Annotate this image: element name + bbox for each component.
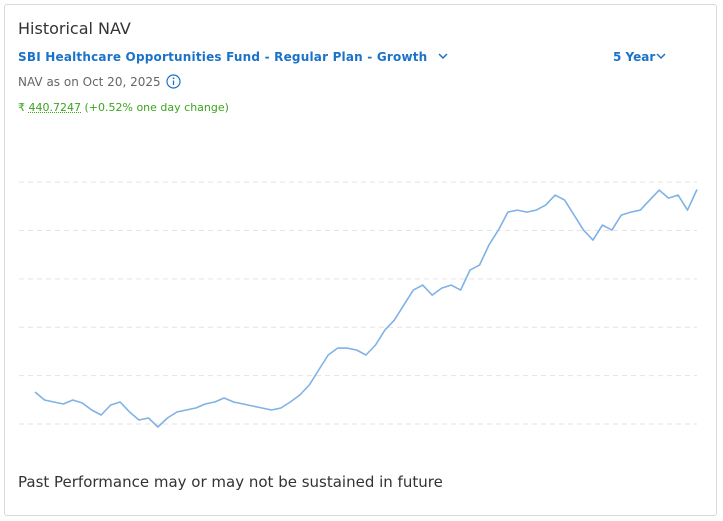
nav-change: (+0.52% one day change) (84, 101, 229, 114)
nav-summary: ₹ 440.7247 (+0.52% one day change) (18, 101, 229, 114)
nav-date: NAV as on Oct 20, 2025 (18, 75, 161, 89)
nav-line (34, 189, 698, 428)
period-label[interactable]: 5 Year (613, 50, 656, 64)
currency: ₹ (18, 101, 25, 114)
disclaimer: Past Performance may or may not be susta… (18, 473, 443, 491)
fund-selector[interactable]: SBI Healthcare Opportunities Fund - Regu… (18, 50, 428, 64)
period-selector[interactable]: 5 Year (613, 50, 667, 64)
period-dropdown-icon[interactable] (655, 51, 667, 61)
fund-dropdown-icon[interactable] (437, 50, 449, 62)
nav-card (4, 4, 717, 516)
info-icon[interactable] (166, 74, 181, 89)
nav-value: 440.7247 (28, 101, 82, 114)
card-title: Historical NAV (18, 19, 131, 38)
